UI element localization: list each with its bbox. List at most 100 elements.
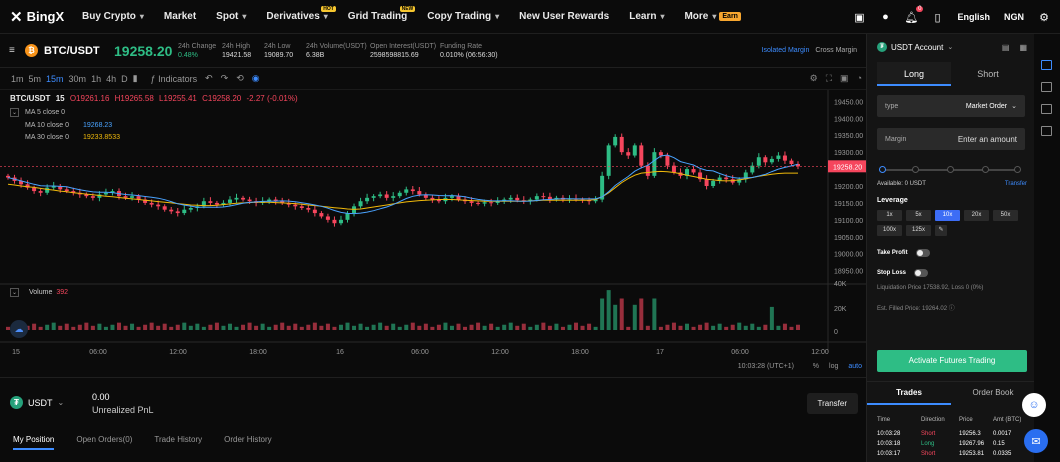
pair-select[interactable]: BTC/USDT: [44, 44, 100, 57]
nav-right-tools: ▣ ● 🔔︎ 0 ▯ English NGN ⚙: [853, 0, 1050, 34]
collapse-icon[interactable]: ⌄: [10, 108, 19, 117]
stop-loss-toggle[interactable]: [914, 269, 929, 277]
cross-margin-button[interactable]: Cross Margin: [815, 47, 857, 54]
tab-long[interactable]: Long: [877, 62, 951, 86]
wallet-icon[interactable]: ▣: [854, 11, 865, 24]
col-price: Price: [959, 417, 973, 423]
nav-market[interactable]: Market: [154, 0, 206, 33]
mobile-icon[interactable]: ▯: [934, 11, 941, 24]
language-select[interactable]: English: [957, 12, 990, 22]
gear-icon[interactable]: ⚙: [1039, 11, 1049, 24]
timeframe-30m[interactable]: 30m: [68, 73, 87, 84]
volume-bar: [325, 323, 330, 330]
log-scale-button[interactable]: log: [829, 363, 839, 370]
info-icon[interactable]: ⓘ: [948, 306, 955, 312]
leverage-50x[interactable]: 50x: [993, 210, 1018, 221]
tab-order-book[interactable]: Order Book: [972, 388, 1014, 397]
transfer-button[interactable]: Transfer: [806, 393, 858, 414]
slider-step[interactable]: [912, 166, 919, 173]
support-agent-icon[interactable]: ☺: [1022, 393, 1046, 417]
layout-3-icon[interactable]: [1041, 104, 1052, 114]
currency-select[interactable]: NGN: [1004, 12, 1024, 22]
fullscreen-icon[interactable]: ⛶: [825, 73, 833, 83]
earn-tag: Earn: [719, 12, 741, 21]
nav-new-user-rewards[interactable]: New User Rewards: [509, 0, 619, 33]
layout-4-icon[interactable]: [1041, 126, 1052, 136]
price-chart[interactable]: 19450.0019400.0019350.0019300.0019250.00…: [0, 90, 866, 377]
redo-icon[interactable]: ↷: [220, 73, 229, 83]
slider-knob[interactable]: [879, 166, 886, 173]
nav-learn[interactable]: Learn ▾: [619, 0, 674, 33]
nav-copy-trading[interactable]: Copy Trading ▾: [417, 0, 509, 33]
layout-1-icon[interactable]: [1041, 60, 1052, 70]
slider-step[interactable]: [947, 166, 954, 173]
timeframe-15m[interactable]: 15m: [46, 73, 64, 84]
chart-clock: 10:03:28 (UTC+1): [737, 363, 794, 370]
margin-slider[interactable]: [879, 165, 1021, 175]
candle-body: [449, 196, 454, 198]
tab-order-history[interactable]: Order History: [224, 435, 272, 444]
eye-icon[interactable]: ◉: [251, 73, 260, 83]
calculator-icon[interactable]: ▦: [1019, 42, 1027, 52]
tab-trade-history[interactable]: Trade History: [154, 435, 203, 444]
tab-my-position[interactable]: My Position: [13, 435, 55, 450]
activate-futures-button[interactable]: Activate Futures Trading: [877, 350, 1027, 372]
reset-icon[interactable]: ⟲: [236, 73, 244, 83]
book-icon[interactable]: ▤: [1001, 42, 1010, 52]
percent-scale-button[interactable]: %: [812, 363, 820, 370]
take-profit-toggle[interactable]: [915, 249, 930, 257]
candle-body: [32, 187, 37, 192]
isolated-margin-button[interactable]: Isolated Margin: [761, 47, 810, 54]
volume-bar: [495, 326, 500, 330]
slider-step[interactable]: [982, 166, 989, 173]
volume-bar: [574, 322, 579, 330]
leverage-20x[interactable]: 20x: [964, 210, 989, 221]
x-tick-label: 16: [336, 349, 344, 356]
leverage-1x[interactable]: 1x: [877, 210, 902, 221]
nav-derivatives[interactable]: Derivatives ▾ HOT: [256, 0, 337, 33]
nav-grid-trading[interactable]: Grid Trading NEW: [338, 0, 417, 33]
timeframe-5m[interactable]: 5m: [28, 73, 42, 84]
volume-label: Volume: [29, 289, 53, 296]
chart-canvas[interactable]: 19450.0019400.0019350.0019300.0019250.00…: [0, 90, 866, 360]
leverage-125x[interactable]: 125x: [906, 225, 931, 236]
alert-icon[interactable]: ◔: [856, 73, 862, 83]
auto-scale-button[interactable]: auto: [848, 363, 862, 370]
leverage-5x[interactable]: 5x: [906, 210, 931, 221]
timeframe-1h[interactable]: 1h: [91, 73, 102, 84]
edit-leverage-icon[interactable]: ✎: [935, 225, 947, 236]
nav-more[interactable]: More ▾ Earn: [674, 0, 750, 33]
tab-open-orders[interactable]: Open Orders(0): [76, 435, 133, 444]
layout-2-icon[interactable]: [1041, 82, 1052, 92]
slider-step[interactable]: [1014, 166, 1021, 173]
camera-icon[interactable]: ▣: [840, 73, 849, 83]
bell-icon[interactable]: 🔔︎ 0: [904, 6, 924, 24]
transfer-link[interactable]: Transfer: [1004, 181, 1027, 187]
account-select[interactable]: ₮ USDT ⌄: [10, 396, 64, 409]
menu-icon[interactable]: ≡: [9, 45, 15, 56]
nav-spot[interactable]: Spot ▾: [206, 0, 256, 33]
position-tabs: My Position Open Orders(0) Trade History…: [13, 435, 272, 450]
leverage-100x[interactable]: 100x: [877, 225, 902, 236]
x-tick-label: 12:00: [811, 349, 829, 356]
margin-input[interactable]: Margin Enter an amount: [877, 128, 1025, 150]
user-icon[interactable]: ●: [882, 11, 889, 23]
undo-icon[interactable]: ↶: [205, 73, 213, 83]
tradingview-logo-icon[interactable]: ☁: [10, 320, 28, 338]
candle-body: [201, 201, 206, 207]
collapse-icon[interactable]: ⌄: [10, 288, 19, 297]
timeframe-d[interactable]: D: [121, 73, 128, 84]
indicators-button[interactable]: ƒ Indicators: [151, 74, 198, 84]
tab-short[interactable]: Short: [977, 69, 999, 79]
account-label[interactable]: USDT Account: [891, 42, 944, 52]
nav-buy-crypto[interactable]: Buy Crypto ▾: [72, 0, 154, 33]
order-type-select[interactable]: type Market Order ⌄: [877, 95, 1025, 117]
settings-icon[interactable]: ⚙: [809, 73, 818, 83]
tab-trades[interactable]: Trades: [867, 382, 951, 405]
candle-style-icon[interactable]: ▮: [132, 73, 138, 83]
timeframe-1m[interactable]: 1m: [11, 73, 24, 84]
bingx-logo[interactable]: ✕ BingX: [10, 8, 72, 26]
leverage-10x[interactable]: 10x: [935, 210, 960, 221]
timeframe-4h[interactable]: 4h: [106, 73, 117, 84]
chat-icon[interactable]: ✉: [1024, 429, 1048, 453]
